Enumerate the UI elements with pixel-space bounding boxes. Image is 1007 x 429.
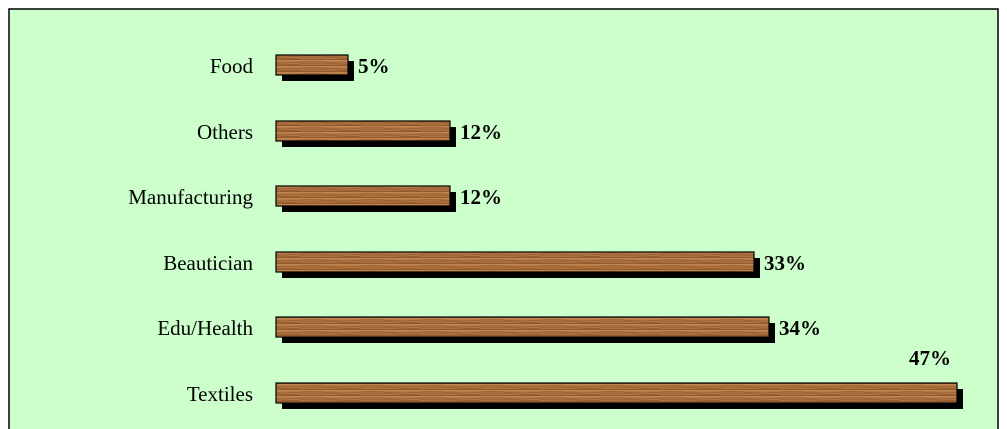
category-label-beautician: Beautician xyxy=(163,251,253,275)
value-label-manufacturing: 12% xyxy=(460,185,502,209)
bar-beautician xyxy=(275,251,755,273)
plot-background xyxy=(8,8,999,429)
value-label-edu-health: 34% xyxy=(779,316,821,340)
value-label-food: 5% xyxy=(358,54,390,78)
category-label-manufacturing: Manufacturing xyxy=(128,185,253,209)
bar-textiles xyxy=(275,382,958,404)
category-label-edu-health: Edu/Health xyxy=(157,316,253,340)
category-labels-group: Food Others Manufacturing Beautician Edu/Hea… xyxy=(128,54,253,406)
bar-food xyxy=(275,54,349,76)
value-labels-group: 5% 12% 12% 33% 34% 47% xyxy=(358,54,951,370)
value-label-others: 12% xyxy=(460,120,502,144)
bar-manufacturing xyxy=(275,185,451,207)
value-label-textiles: 47% xyxy=(909,346,951,370)
category-label-food: Food xyxy=(210,54,254,78)
bar-edu-health xyxy=(275,316,770,338)
bar-others xyxy=(275,120,451,142)
bars-group xyxy=(275,54,963,409)
value-label-beautician: 33% xyxy=(764,251,806,275)
category-label-textiles: Textiles xyxy=(187,382,253,406)
category-label-others: Others xyxy=(197,120,253,144)
